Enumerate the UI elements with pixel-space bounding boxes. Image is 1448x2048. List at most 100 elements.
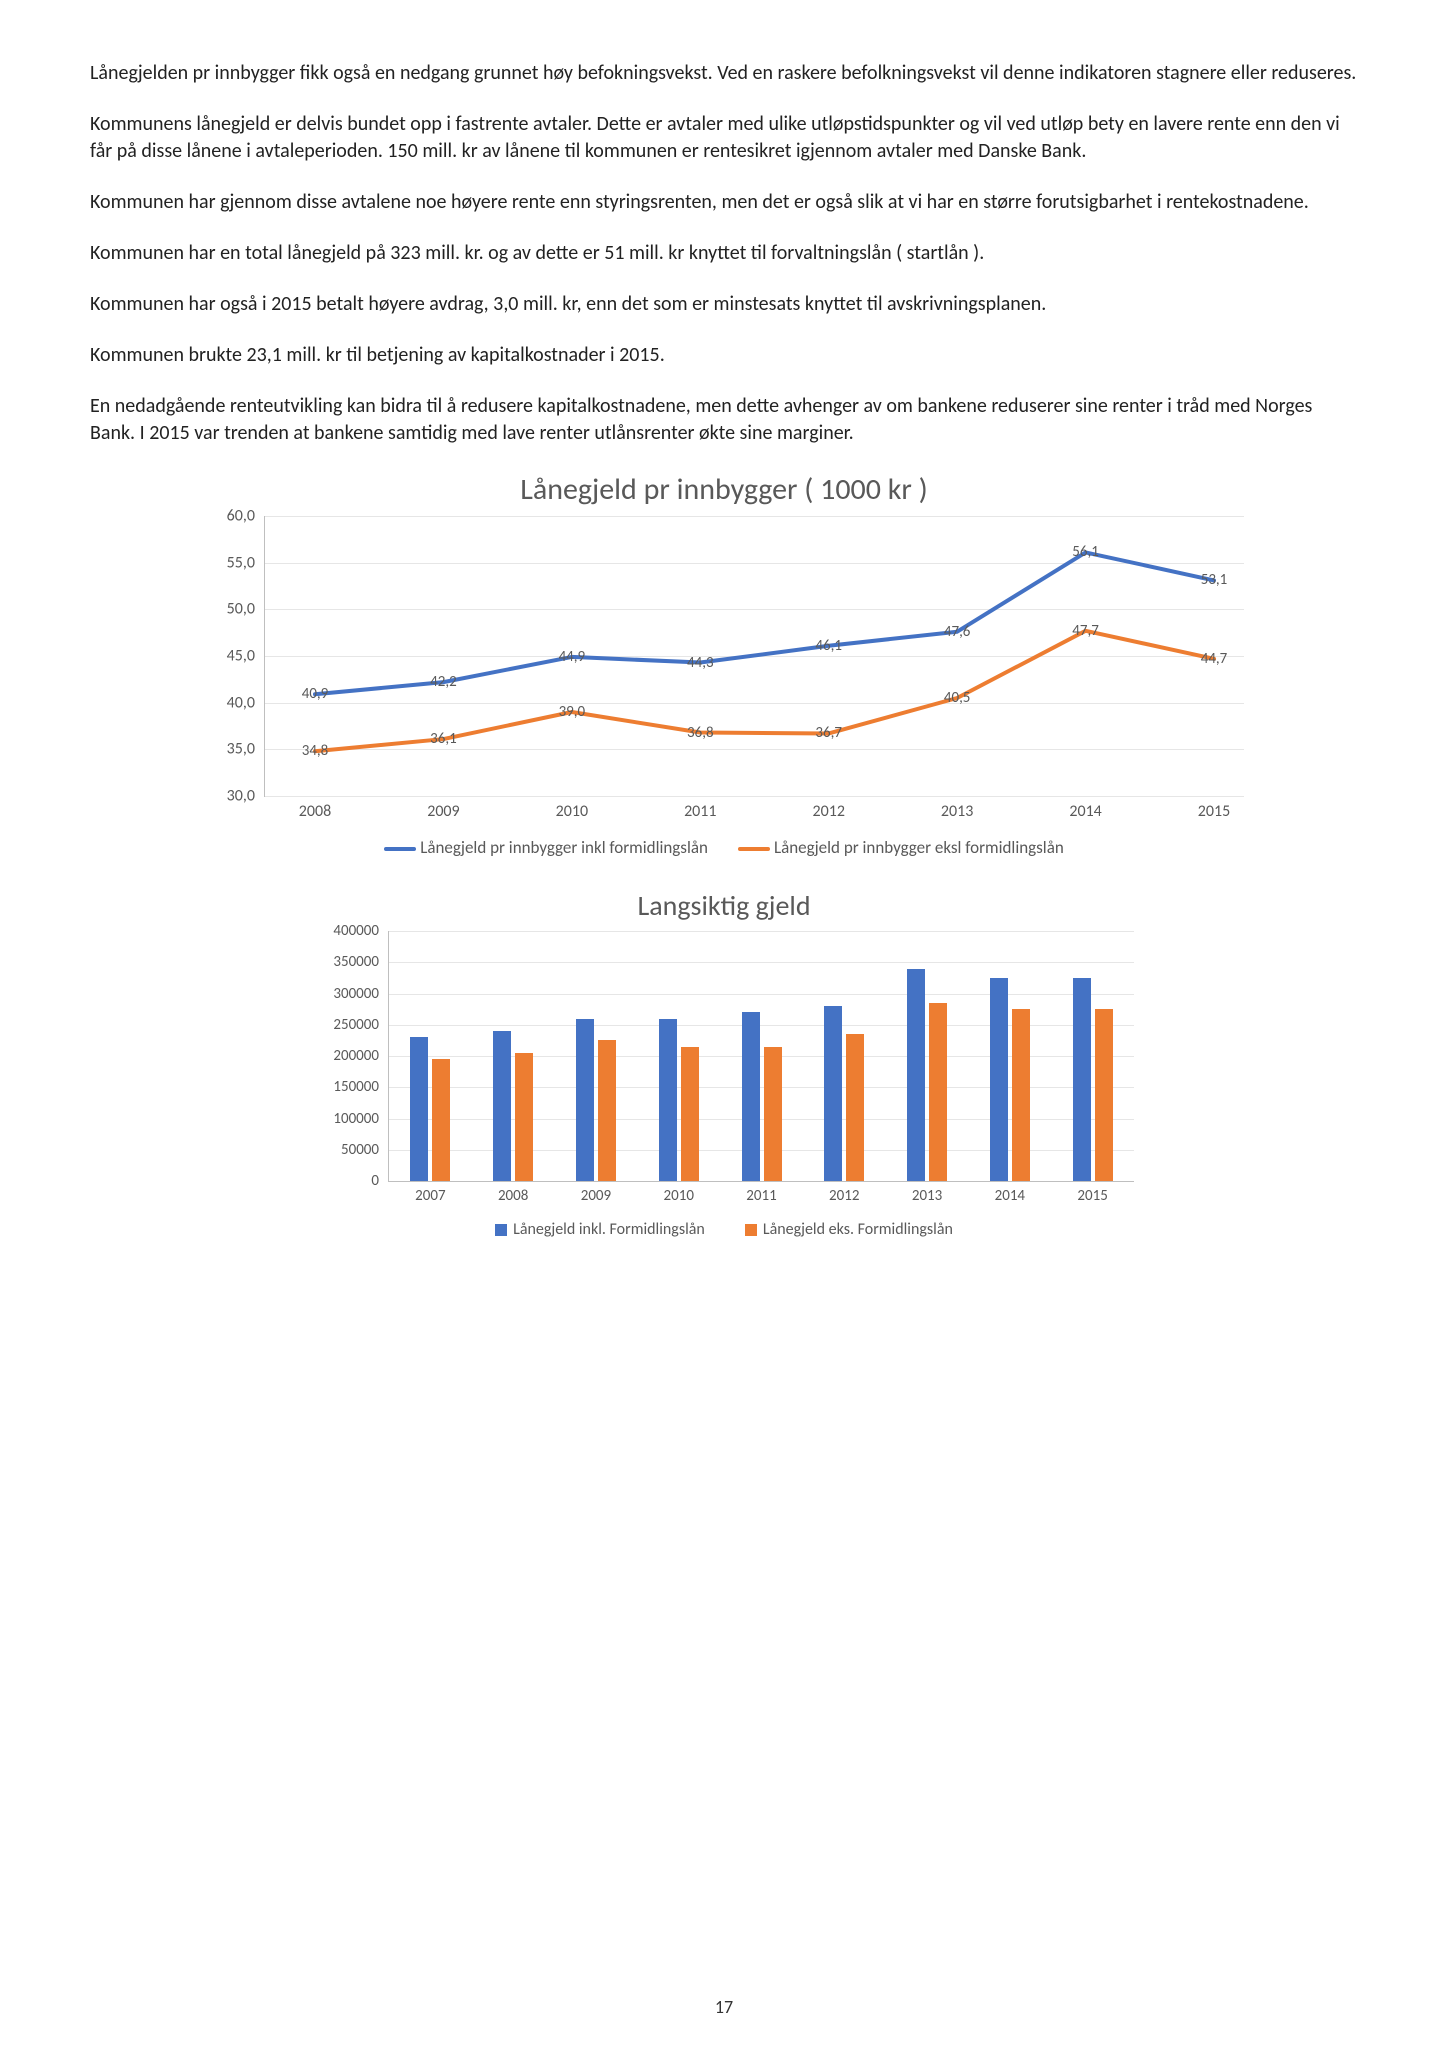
y-axis-label: 45,0 — [210, 647, 255, 666]
data-label: 34,8 — [302, 742, 329, 760]
legend-label: Lånegjeld inkl. Formidlingslån — [513, 1220, 705, 1239]
bar — [1095, 1009, 1113, 1181]
chart-plot-area: 30,035,040,045,050,055,060,0200820092010… — [264, 516, 1244, 797]
bar-chart-langsiktig-gjeld: Langsiktig gjeld 05000010000015000020000… — [314, 888, 1134, 1239]
bar — [515, 1053, 533, 1181]
bar — [1073, 978, 1091, 1181]
x-axis-label: 2010 — [664, 1187, 694, 1205]
x-axis-label: 2011 — [746, 1187, 776, 1205]
bar — [846, 1034, 864, 1181]
y-axis-label: 55,0 — [210, 553, 255, 572]
paragraph: Kommunen brukte 23,1 mill. kr til betjen… — [90, 342, 1358, 369]
data-label: 44,9 — [559, 648, 586, 666]
bar — [598, 1040, 616, 1181]
bar — [764, 1047, 782, 1181]
chart-legend: Lånegjeld pr innbygger inkl formidlingsl… — [204, 837, 1244, 858]
x-axis-label: 2013 — [941, 802, 973, 821]
legend-swatch — [738, 847, 770, 851]
y-axis-label: 30,0 — [210, 787, 255, 806]
data-label: 39,0 — [559, 703, 586, 721]
bar — [742, 1012, 760, 1181]
x-axis-label: 2007 — [415, 1187, 445, 1205]
gridline — [389, 994, 1134, 995]
data-label: 47,6 — [944, 623, 971, 641]
data-label: 46,1 — [815, 637, 842, 655]
x-axis-label: 2015 — [1077, 1187, 1107, 1205]
chart-title: Lånegjeld pr innbygger ( 1000 kr ) — [204, 471, 1244, 508]
x-axis-label: 2009 — [427, 802, 459, 821]
x-axis-label: 2008 — [498, 1187, 528, 1205]
bar — [681, 1047, 699, 1181]
data-label: 36,8 — [687, 724, 714, 742]
paragraph: Kommunen har også i 2015 betalt høyere a… — [90, 291, 1358, 318]
data-label: 56,1 — [1072, 543, 1099, 561]
bar — [432, 1059, 450, 1181]
y-axis-label: 250000 — [317, 1016, 379, 1034]
paragraph: Kommunen har gjennom disse avtalene noe … — [90, 189, 1358, 216]
y-axis-label: 40,0 — [210, 693, 255, 712]
document-page: Lånegjelden pr innbygger fikk også en ne… — [0, 0, 1448, 2048]
gridline — [389, 931, 1134, 932]
x-axis-label: 2008 — [299, 802, 331, 821]
y-axis-label: 150000 — [317, 1078, 379, 1096]
bar — [929, 1003, 947, 1181]
data-label: 40,5 — [944, 689, 971, 707]
chart-title: Langsiktig gjeld — [314, 888, 1134, 923]
y-axis-label: 50000 — [317, 1141, 379, 1159]
legend-item: Lånegjeld pr innbygger eksl formidlingsl… — [738, 837, 1064, 858]
x-axis-label: 2009 — [581, 1187, 611, 1205]
data-label: 42,2 — [430, 673, 457, 691]
legend-item: Lånegjeld eks. Formidlingslån — [745, 1220, 953, 1239]
bar — [824, 1006, 842, 1181]
x-axis-label: 2012 — [812, 802, 844, 821]
y-axis-label: 200000 — [317, 1047, 379, 1065]
y-axis-label: 100000 — [317, 1110, 379, 1128]
y-axis-label: 60,0 — [210, 507, 255, 526]
data-label: 53,1 — [1201, 571, 1228, 589]
legend-swatch — [495, 1224, 507, 1236]
data-label: 36,7 — [815, 724, 842, 742]
data-label: 36,1 — [430, 730, 457, 748]
x-axis-label: 2014 — [1069, 802, 1101, 821]
legend-label: Lånegjeld pr innbygger eksl formidlingsl… — [774, 837, 1064, 858]
x-axis-label: 2013 — [912, 1187, 942, 1205]
bar — [1012, 1009, 1030, 1181]
x-axis-label: 2010 — [556, 802, 588, 821]
y-axis-label: 400000 — [317, 922, 379, 940]
paragraph: Lånegjelden pr innbygger fikk også en ne… — [90, 60, 1358, 87]
y-axis-label: 350000 — [317, 953, 379, 971]
bar — [576, 1019, 594, 1182]
y-axis-label: 0 — [317, 1172, 379, 1190]
data-label: 44,7 — [1201, 650, 1228, 668]
page-number: 17 — [0, 1996, 1448, 2018]
legend-swatch — [745, 1224, 757, 1236]
y-axis-label: 50,0 — [210, 600, 255, 619]
legend-item: Lånegjeld pr innbygger inkl formidlingsl… — [384, 837, 708, 858]
chart-legend: Lånegjeld inkl. Formidlingslån Lånegjeld … — [314, 1220, 1134, 1239]
paragraph: Kommunen har en total lånegjeld på 323 m… — [90, 240, 1358, 267]
data-label: 40,9 — [302, 685, 329, 703]
line-chart-lanegjeld-pr-innbygger: Lånegjeld pr innbygger ( 1000 kr ) 30,03… — [204, 471, 1244, 858]
y-axis-label: 35,0 — [210, 740, 255, 759]
paragraph: En nedadgående renteutvikling kan bidra … — [90, 393, 1358, 447]
legend-swatch — [384, 847, 416, 851]
bar — [659, 1019, 677, 1182]
legend-label: Lånegjeld eks. Formidlingslån — [763, 1220, 953, 1239]
x-axis-label: 2014 — [995, 1187, 1025, 1205]
bar — [907, 969, 925, 1182]
legend-item: Lånegjeld inkl. Formidlingslån — [495, 1220, 705, 1239]
gridline — [389, 962, 1134, 963]
data-label: 47,7 — [1072, 622, 1099, 640]
gridline — [265, 796, 1244, 797]
legend-label: Lånegjeld pr innbygger inkl formidlingsl… — [420, 837, 708, 858]
y-axis-label: 300000 — [317, 985, 379, 1003]
bar — [990, 978, 1008, 1181]
chart-plot-area: 0500001000001500002000002500003000003500… — [388, 931, 1134, 1182]
bar — [410, 1037, 428, 1181]
bar — [493, 1031, 511, 1181]
paragraph: Kommunens lånegjeld er delvis bundet opp… — [90, 111, 1358, 165]
x-axis-label: 2012 — [829, 1187, 859, 1205]
x-axis-label: 2011 — [684, 802, 716, 821]
x-axis-label: 2015 — [1198, 802, 1230, 821]
data-label: 44,3 — [687, 654, 714, 672]
